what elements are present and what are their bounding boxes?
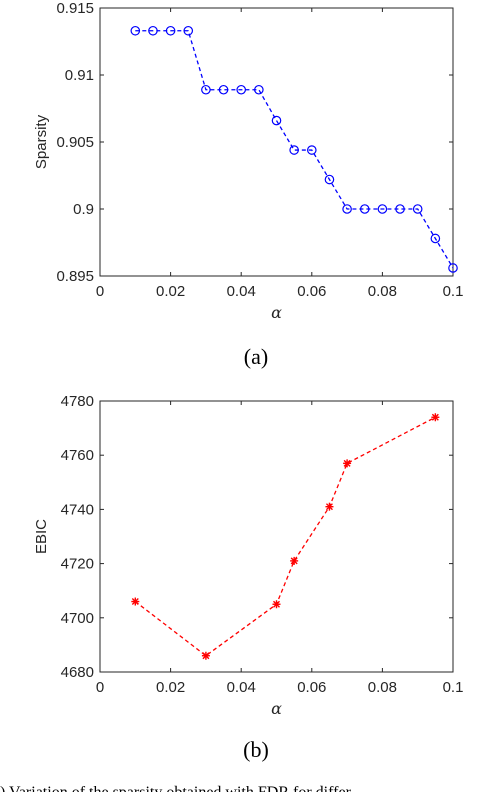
data-point [359, 204, 370, 214]
data-point [236, 84, 246, 95]
ebic-chart: 0 0.02 0.04 0.06 0.08 0.1 4680 4700 4720 4740 4760… [33, 393, 463, 718]
y-axis-label: EBIC [33, 519, 50, 554]
x-axis-label: α [271, 303, 282, 322]
data-point [148, 25, 158, 36]
x-tick-label: 0.02 [156, 283, 185, 300]
data-point [324, 174, 335, 185]
data-point [165, 25, 176, 36]
y-tick-label: 4720 [61, 556, 94, 573]
data-point [325, 502, 334, 511]
panel-label-a: (a) [244, 344, 268, 369]
y-tick-label: 0.9 [73, 201, 94, 218]
data-point [289, 145, 299, 155]
data-point [342, 204, 352, 214]
x-tick-label: 0.08 [368, 679, 397, 696]
x-tick-label: 0.02 [156, 679, 185, 696]
plot-frame-a [99, 7, 454, 277]
x-tick-label: 0 [96, 283, 104, 300]
y-tick-label: 0.895 [56, 268, 94, 285]
data-point [131, 597, 140, 606]
data-point [183, 25, 194, 36]
data-point [431, 413, 440, 422]
data-point [306, 145, 317, 155]
plot-frame-b [99, 400, 454, 673]
data-point [272, 600, 281, 609]
series-line [135, 30, 454, 269]
y-tick-label: 0.915 [56, 0, 94, 17]
x-tick-label: 0.04 [227, 283, 256, 300]
data-point [377, 204, 388, 214]
data-point [395, 204, 405, 214]
x-tick-label: 0.08 [368, 283, 397, 300]
sparsity-chart: 0 0.02 0.04 0.06 0.08 0.1 0.895 0.9 0.905 0.91 0.9… [33, 0, 463, 322]
y-axis-label: Sparsity [33, 114, 50, 169]
x-tick-label: 0.04 [227, 679, 256, 696]
y-tick-label: 4700 [61, 610, 94, 627]
data-point [201, 651, 210, 660]
data-point [218, 84, 229, 95]
data-point [290, 556, 299, 565]
data-point [343, 459, 352, 468]
data-point [130, 25, 141, 36]
x-tick-label: 0.1 [443, 679, 464, 696]
panel-label-b: (b) [243, 737, 269, 762]
data-point [430, 233, 441, 244]
x-tick-label: 0.1 [443, 283, 464, 300]
x-tick-label: 0 [96, 679, 104, 696]
y-tick-label: 4680 [61, 664, 94, 681]
x-tick-label: 0.06 [297, 283, 326, 300]
data-point [448, 263, 458, 273]
data-point [201, 84, 211, 95]
y-tick-label: 0.91 [65, 67, 94, 84]
y-tick-label: 4740 [61, 501, 94, 518]
y-tick-label: 4780 [61, 393, 94, 410]
x-axis-label: α [271, 699, 282, 718]
x-tick-label: 0.06 [297, 679, 326, 696]
y-tick-label: 4760 [61, 447, 94, 464]
data-point [254, 84, 264, 95]
data-point [412, 204, 423, 214]
y-tick-label: 0.905 [56, 134, 94, 151]
figure-caption: ) Variation of the sparsity obtained wit… [0, 784, 352, 792]
data-point [271, 115, 282, 126]
